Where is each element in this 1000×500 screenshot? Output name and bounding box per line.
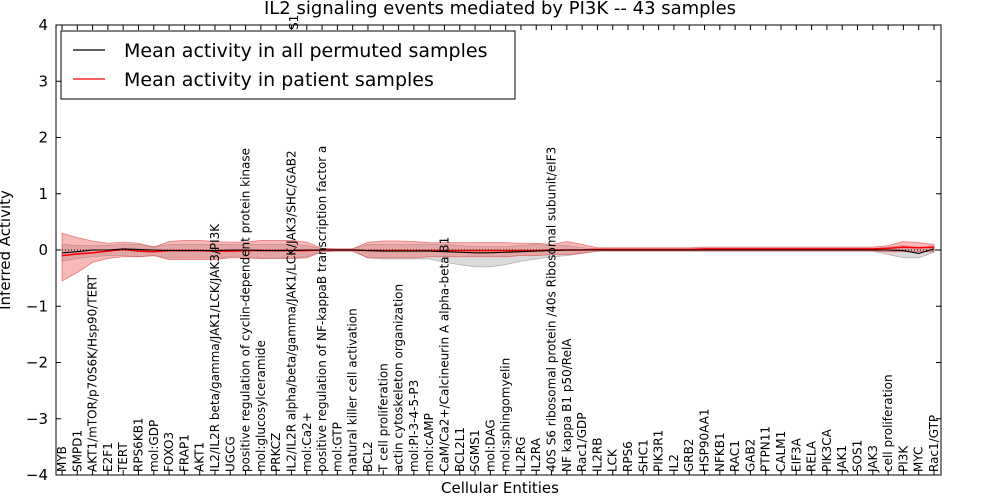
confidence-bands <box>61 232 935 282</box>
category-label: mol:GTP <box>330 422 344 472</box>
category-label: SOS1 <box>851 440 865 472</box>
x-axis <box>61 25 935 475</box>
category-label: SMPD1 <box>70 430 84 472</box>
category-label: RAC1 <box>728 440 742 472</box>
category-label: mol:PI-3-4-5-P3 <box>407 380 421 472</box>
category-label: SHC1 <box>636 439 650 472</box>
category-label: positive regulation of cyclin-dependent … <box>239 148 253 472</box>
category-label: natural killer cell activation <box>346 308 360 472</box>
category-label: LCK <box>606 448 620 472</box>
category-label: Rac1/GTP <box>927 415 941 472</box>
category-label: UGCG <box>223 436 237 472</box>
category-label: JAK3 <box>866 445 880 473</box>
category-label: CaM/Ca2+/Calcineurin A alpha-beta B1 <box>437 237 451 472</box>
category-label: RPS6 <box>621 441 635 472</box>
category-label: EIF3A <box>789 437 803 472</box>
category-label: SGMS1 <box>468 429 482 472</box>
category-label: PI3K <box>896 445 910 472</box>
chart-title: IL2 signaling events mediated by PI3K --… <box>264 0 736 19</box>
category-label: BCL2L1 <box>453 427 467 472</box>
legend-box <box>60 30 516 100</box>
category-label: IL2RB <box>590 438 604 472</box>
category-label: actin cytoskeleton organization <box>392 284 406 472</box>
category-label: GRB2 <box>682 438 696 472</box>
category-label: MYC <box>912 447 926 472</box>
category-label: IL2/IL2R alpha/beta/gamma/JAK1/LCK/JAK3/… <box>284 150 298 472</box>
y-tick-label: 1 <box>38 185 48 203</box>
category-label: HSP90AA1 <box>698 408 712 472</box>
category-label: mol:DAG <box>483 419 497 472</box>
category-label: PTPN11 <box>759 426 773 472</box>
category-label: mol:GDP <box>147 420 161 472</box>
category-label: GAB2 <box>743 439 757 472</box>
category-label: cell proliferation <box>881 374 895 472</box>
category-label: PRKCZ <box>269 433 283 472</box>
category-label: AKT1/mTOR/p70S6K/Hsp90/TERT <box>86 274 100 472</box>
category-label: AKT1 <box>193 442 207 472</box>
category-labels: MYB SMPD1 AKT1/mTOR/p70S6K/Hsp90/TERT E2F1 T… <box>55 146 941 473</box>
category-label: mol:sphingomyelin <box>499 358 513 472</box>
category-label: FRAP1 <box>177 434 191 472</box>
category-label: 40S S6 ribosomal protein /40s Ribosomal … <box>545 147 559 472</box>
category-label: MYB <box>55 446 69 472</box>
category-label: NF kappa B1 p50/RelA <box>560 338 574 472</box>
category-label: mol:Ca2+ <box>300 412 314 472</box>
category-label: mol:glucosylceramide <box>254 340 268 472</box>
legend: Mean activity in all permuted samples Mea… <box>60 30 516 100</box>
category-label: RELA <box>805 440 819 472</box>
category-label: Rac1/GDP <box>575 413 589 472</box>
category-label: TERT <box>116 442 130 473</box>
y-tick-label: 0 <box>38 241 48 259</box>
category-label: positive regulation of NF-kappaB transcr… <box>315 146 329 472</box>
y-tick-label: −2 <box>26 354 48 372</box>
y-tick-label: 2 <box>38 129 48 147</box>
y-tick-label: −3 <box>26 410 48 428</box>
category-label: RPS6KB1 <box>131 417 145 472</box>
category-label: PIK3CA <box>820 428 834 472</box>
category-label: IL2RA <box>529 437 543 472</box>
legend-label: Mean activity in patient samples <box>124 69 434 91</box>
category-label: CALM1 <box>774 431 788 472</box>
category-label: PIK3R1 <box>652 430 666 472</box>
y-tick-label: −1 <box>26 297 48 315</box>
x-axis-label: Cellular Entities <box>441 479 559 497</box>
category-label: BCL2 <box>361 441 375 472</box>
category-label: IL2/IL2R beta/gamma/JAK1/LCK/JAK3/PI3K <box>208 223 222 472</box>
y-tick-label: 4 <box>38 16 48 34</box>
y-tick-label: 3 <box>38 72 48 90</box>
category-label: JAK1 <box>835 445 849 473</box>
category-label: IL2 <box>667 454 681 472</box>
y-tick-label: −4 <box>26 466 48 484</box>
category-label: T cell proliferation <box>376 363 390 473</box>
category-label: NFKB1 <box>713 432 727 472</box>
category-label: E2F1 <box>101 442 115 472</box>
category-label: FOXO3 <box>162 432 176 472</box>
category-label: IL2RG <box>514 437 528 473</box>
legend-label: Mean activity in all permuted samples <box>124 40 487 62</box>
category-label: mol:cAMP <box>422 413 436 472</box>
y-axis: 4 3 2 1 0 −1 −2 −3 −4 <box>26 16 941 484</box>
clipped-label: S1 <box>287 15 301 30</box>
y-axis-label: Inferred Activity <box>0 190 14 310</box>
band-patient <box>61 232 935 282</box>
